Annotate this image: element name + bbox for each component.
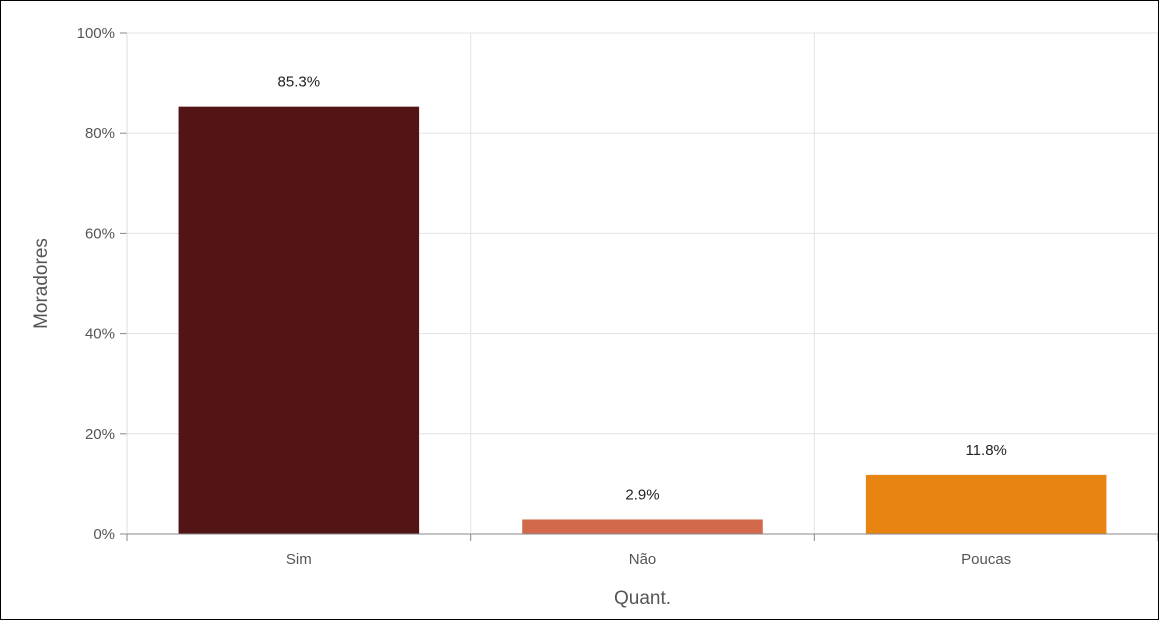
x-tick-label: Não (629, 551, 657, 568)
labels-layer: 0% 20% 40% 60% 80% 100% 85.3% Sim 2.9% Não 11.8% Po… (77, 25, 1012, 568)
y-tick-label: 40% (85, 326, 115, 343)
axes-layer (120, 32, 1158, 541)
x-tick-label: Poucas (961, 551, 1011, 568)
x-axis-title: Quant. (614, 588, 671, 609)
bar-sim (178, 106, 420, 534)
bar-poucas (865, 474, 1107, 534)
bar-nao (522, 519, 763, 534)
data-label: 11.8% (965, 442, 1006, 459)
bars-layer (178, 106, 1107, 534)
y-tick-label: 80% (85, 125, 115, 142)
y-tick-label: 60% (85, 225, 115, 242)
y-tick-label: 0% (93, 526, 115, 543)
data-label: 2.9% (625, 486, 659, 503)
y-tick-label: 100% (77, 25, 115, 42)
data-label: 85.3% (278, 74, 321, 91)
y-tick-label: 20% (85, 426, 115, 443)
x-tick-label: Sim (286, 551, 312, 568)
y-axis-title: Moradores (31, 238, 52, 329)
